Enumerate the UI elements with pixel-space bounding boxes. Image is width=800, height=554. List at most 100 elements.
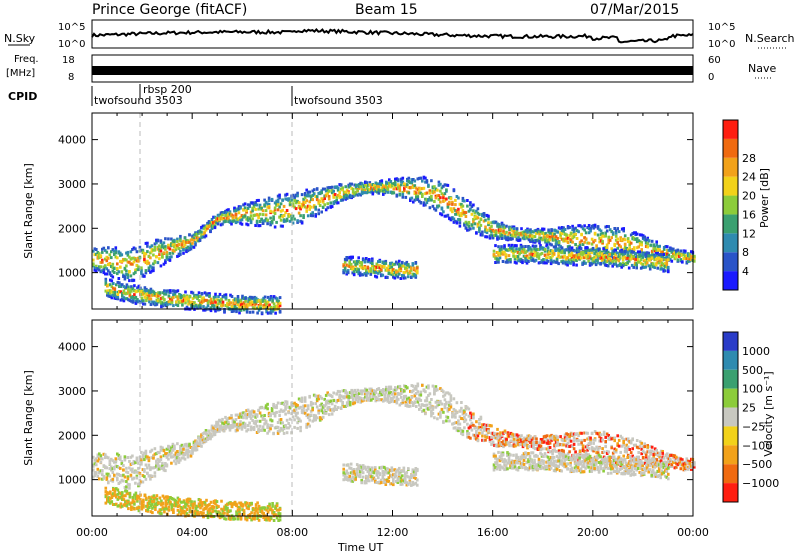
echo-cell xyxy=(188,233,191,237)
echo-cell xyxy=(422,201,426,205)
echo-cell xyxy=(560,229,564,232)
echo-cell xyxy=(146,289,150,293)
echo-cell xyxy=(258,220,262,223)
echo-cell xyxy=(397,397,400,401)
echo-cell xyxy=(305,425,308,429)
echo-cell xyxy=(230,416,233,420)
echo-cell xyxy=(145,289,148,293)
echo-cell xyxy=(687,254,690,258)
echo-cell xyxy=(466,430,469,433)
echo-cell xyxy=(269,414,272,418)
echo-cell xyxy=(356,395,359,398)
echo-cell xyxy=(374,399,378,403)
echo-cell xyxy=(491,236,495,240)
echo-cell xyxy=(348,265,351,268)
echo-cell xyxy=(195,440,199,444)
echo-cell xyxy=(578,256,581,260)
echo-cell xyxy=(233,305,237,309)
echo-cell xyxy=(427,198,430,202)
echo-cell xyxy=(419,398,423,402)
echo-cell xyxy=(533,245,536,249)
echo-cell xyxy=(652,243,655,247)
echo-cell xyxy=(116,256,119,260)
echo-cell xyxy=(383,185,387,189)
echo-cell xyxy=(173,292,177,296)
echo-cell xyxy=(99,265,103,269)
echo-cell xyxy=(356,183,359,187)
echo-cell xyxy=(345,404,349,408)
echo-cell xyxy=(464,405,468,408)
echo-cell xyxy=(257,299,261,303)
echo-cell xyxy=(171,251,175,255)
echo-cell xyxy=(520,439,523,443)
echo-cell xyxy=(414,275,418,279)
echo-cell xyxy=(629,255,632,259)
y-tick-label: 1000 xyxy=(58,267,86,280)
echo-cell xyxy=(114,246,118,250)
echo-cell xyxy=(161,304,165,308)
echo-cell xyxy=(600,252,604,256)
echo-cell xyxy=(379,180,382,183)
echo-cell xyxy=(143,451,146,455)
echo-cell xyxy=(345,263,348,267)
echo-cell xyxy=(650,249,654,253)
power-cbar-title: Power [dB] xyxy=(758,168,771,228)
echo-cell xyxy=(263,305,267,309)
echo-cell xyxy=(99,456,103,460)
echo-cell xyxy=(396,270,400,274)
echo-cell xyxy=(329,201,332,205)
echo-cell xyxy=(622,229,625,233)
echo-cell xyxy=(500,443,504,447)
echo-cell xyxy=(581,227,585,231)
echo-cell xyxy=(367,187,370,191)
echo-cell xyxy=(594,250,598,253)
echo-cell xyxy=(102,246,106,250)
echo-cell xyxy=(528,252,532,256)
echo-cell xyxy=(116,452,119,456)
echo-cell xyxy=(101,473,104,477)
echo-cell xyxy=(570,251,574,255)
echo-cell xyxy=(146,259,149,263)
echo-cell xyxy=(284,412,287,416)
echo-cell xyxy=(359,181,362,185)
echo-cell xyxy=(586,226,589,229)
echo-cell xyxy=(185,239,188,243)
echo-cell xyxy=(128,299,132,303)
echo-cell xyxy=(112,294,115,298)
echo-cell xyxy=(329,186,332,189)
echo-cell xyxy=(575,263,578,267)
echo-cell xyxy=(123,455,127,459)
echo-cell xyxy=(389,190,393,194)
echo-cell xyxy=(311,419,314,423)
echo-cell xyxy=(207,436,211,440)
echo-cell xyxy=(323,203,326,207)
echo-cell xyxy=(200,297,204,301)
echo-cell xyxy=(473,211,477,215)
echo-cell xyxy=(536,255,539,259)
echo-cell xyxy=(424,399,427,403)
echo-cell xyxy=(535,228,538,232)
echo-cell xyxy=(630,263,634,267)
echo-cell xyxy=(107,256,110,260)
echo-cell xyxy=(302,197,305,201)
echo-cell xyxy=(300,409,304,412)
echo-cell xyxy=(184,301,187,305)
echo-cell xyxy=(93,253,97,257)
echo-cell xyxy=(104,465,107,469)
echo-cell xyxy=(555,247,559,251)
echo-cell xyxy=(99,460,103,464)
echo-cell xyxy=(519,260,523,263)
echo-cell xyxy=(469,418,472,422)
echo-cell xyxy=(670,255,674,259)
echo-cell xyxy=(137,257,140,260)
echo-cell xyxy=(586,241,589,245)
echo-cell xyxy=(113,296,117,300)
echo-cell xyxy=(690,256,693,260)
echo-cell xyxy=(415,193,418,197)
echo-cell xyxy=(637,239,640,243)
echo-cell xyxy=(482,219,486,223)
echo-cell xyxy=(224,293,228,297)
freq-label-1: Freq. xyxy=(14,54,39,65)
echo-cell xyxy=(206,304,210,308)
echo-cell xyxy=(240,427,244,431)
